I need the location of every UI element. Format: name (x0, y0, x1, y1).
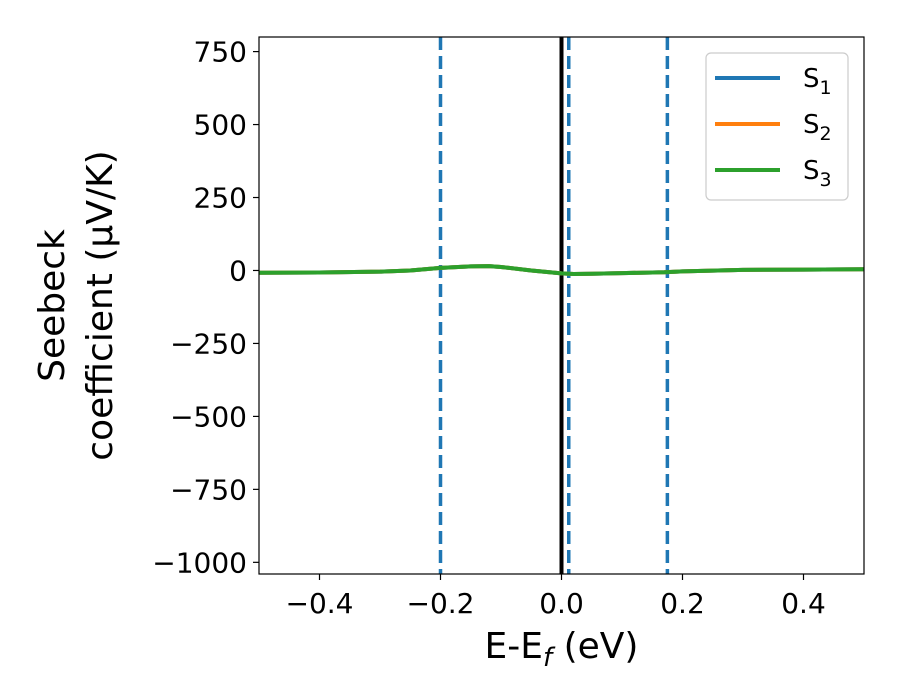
y-axis-label: Seebeck coefficient (μV/K) (32, 150, 121, 460)
x-axis: −0.4 −0.2 0.0 0.2 0.4 (286, 574, 826, 620)
x-tick-label: 0.0 (539, 587, 584, 620)
y-tick-label: −1000 (152, 546, 247, 579)
y-tick-label: 500 (194, 109, 247, 142)
x-axis-label: E-Ef (eV) (485, 626, 639, 673)
series-line-s3 (258, 264, 865, 276)
y-tick-label: −750 (170, 473, 247, 506)
y-tick-label: 0 (229, 254, 247, 287)
x-tick-label: −0.2 (407, 587, 475, 620)
legend-label-s3: S3 (803, 156, 832, 191)
y-tick-label: 750 (194, 36, 247, 69)
plot-area (258, 37, 865, 574)
y-axis-label-line2: coefficient (μV/K) (80, 150, 121, 460)
y-tick-label: −500 (170, 400, 247, 433)
legend-label-s2: S2 (803, 110, 832, 145)
legend-label-s1: S1 (803, 64, 832, 99)
x-tick-label: 0.4 (781, 587, 826, 620)
x-axis-label-unit: (eV) (552, 626, 638, 667)
legend: S1 S2 S3 (705, 52, 849, 201)
x-tick-label: −0.4 (286, 587, 354, 620)
y-tick-label: 250 (194, 182, 247, 215)
x-axis-label-main: E-E (485, 626, 543, 667)
y-tick-label: −250 (170, 327, 247, 360)
x-tick-label: 0.2 (660, 587, 705, 620)
y-axis-label-line1: Seebeck (32, 229, 73, 382)
y-axis: 750 500 250 0 −250 −500 −750 −1000 (152, 36, 259, 579)
legend-box (705, 52, 849, 201)
